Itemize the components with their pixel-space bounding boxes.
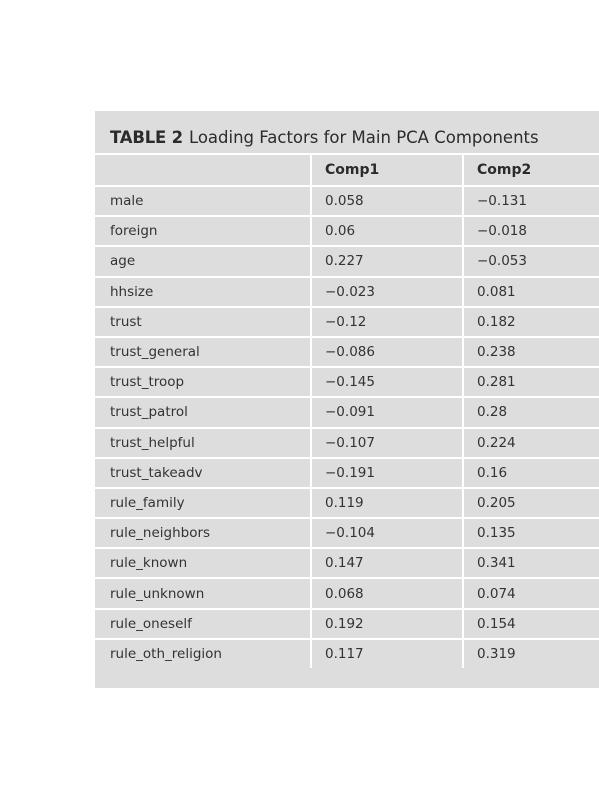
comp1-cell: −0.191 [310,456,463,488]
table-row: trust −0.12 0.182 [95,305,599,337]
variable-cell: trust_patrol [95,396,311,428]
comp2-cell: 0.135 [462,517,599,549]
comp1-cell: −0.086 [310,335,463,368]
comp1-cell: 0.147 [310,547,463,579]
variable-cell: trust_takeadv [95,456,311,488]
comp2-cell: 0.341 [462,547,599,579]
table-row: rule_neighbors −0.104 0.135 [95,517,599,549]
comp2-cell: 0.224 [462,426,599,458]
comp2-cell: −0.053 [462,245,599,277]
variable-cell: trust_troop [95,366,311,398]
table-row: foreign 0.06 −0.018 [95,215,599,247]
comp1-cell: −0.104 [310,517,463,549]
column-header-variable [95,155,311,186]
comp1-cell: 0.06 [310,215,463,247]
comp1-cell: −0.023 [310,275,463,307]
comp1-cell: −0.107 [310,426,463,458]
variable-cell: rule_neighbors [95,517,311,549]
table-row: male 0.058 −0.131 [95,184,599,217]
comp1-cell: 0.117 [310,637,463,668]
comp1-cell: 0.119 [310,486,463,519]
comp1-cell: −0.12 [310,305,463,337]
table-row: trust_takeadv −0.191 0.16 [95,456,599,488]
table-row: trust_general −0.086 0.238 [95,335,599,368]
variable-cell: male [95,184,311,217]
title-divider [95,153,599,155]
table-panel: TABLE 2 Loading Factors for Main PCA Comp… [95,111,599,688]
variable-cell: age [95,245,311,277]
variable-cell: trust_general [95,335,311,368]
loading-factors-table: Comp1 Comp2 male 0.058 −0.131 foreign 0.06 −0… [95,155,599,668]
comp2-cell: 0.28 [462,396,599,428]
table-row: rule_oth_religion 0.117 0.319 [95,637,599,668]
variable-cell: rule_oneself [95,607,311,639]
table-row: hhsize −0.023 0.081 [95,275,599,307]
table-body: male 0.058 −0.131 foreign 0.06 −0.018 age 0.227… [95,184,599,668]
variable-cell: trust [95,305,311,337]
table-label: TABLE 2 [110,128,183,147]
header-row: Comp1 Comp2 [95,155,599,186]
column-header-comp1: Comp1 [310,155,463,186]
comp1-cell: 0.192 [310,607,463,639]
comp2-cell: 0.081 [462,275,599,307]
variable-cell: hhsize [95,275,311,307]
variable-cell: rule_family [95,486,311,519]
comp1-cell: −0.145 [310,366,463,398]
comp1-cell: 0.227 [310,245,463,277]
variable-cell: rule_unknown [95,577,311,609]
variable-cell: trust_helpful [95,426,311,458]
comp2-cell: 0.074 [462,577,599,609]
table-caption: Loading Factors for Main PCA Components [188,128,539,147]
comp2-cell: 0.154 [462,607,599,639]
comp2-cell: 0.281 [462,366,599,398]
table-row: rule_family 0.119 0.205 [95,486,599,519]
comp2-cell: 0.16 [462,456,599,488]
table-row: age 0.227 −0.053 [95,245,599,277]
comp2-cell: −0.018 [462,215,599,247]
table-row: rule_oneself 0.192 0.154 [95,607,599,639]
comp2-cell: 0.319 [462,637,599,668]
table-row: trust_troop −0.145 0.281 [95,366,599,398]
comp1-cell: −0.091 [310,396,463,428]
comp1-cell: 0.068 [310,577,463,609]
variable-cell: rule_oth_religion [95,637,311,668]
table-row: trust_patrol −0.091 0.28 [95,396,599,428]
table-row: rule_known 0.147 0.341 [95,547,599,579]
comp2-cell: 0.205 [462,486,599,519]
table-title: TABLE 2 Loading Factors for Main PCA Comp… [110,127,539,149]
variable-cell: foreign [95,215,311,247]
comp2-cell: 0.182 [462,305,599,337]
variable-cell: rule_known [95,547,311,579]
comp1-cell: 0.058 [310,184,463,217]
column-header-comp2: Comp2 [462,155,599,186]
table-row: rule_unknown 0.068 0.074 [95,577,599,609]
comp2-cell: 0.238 [462,335,599,368]
table-row: trust_helpful −0.107 0.224 [95,426,599,458]
comp2-cell: −0.131 [462,184,599,217]
